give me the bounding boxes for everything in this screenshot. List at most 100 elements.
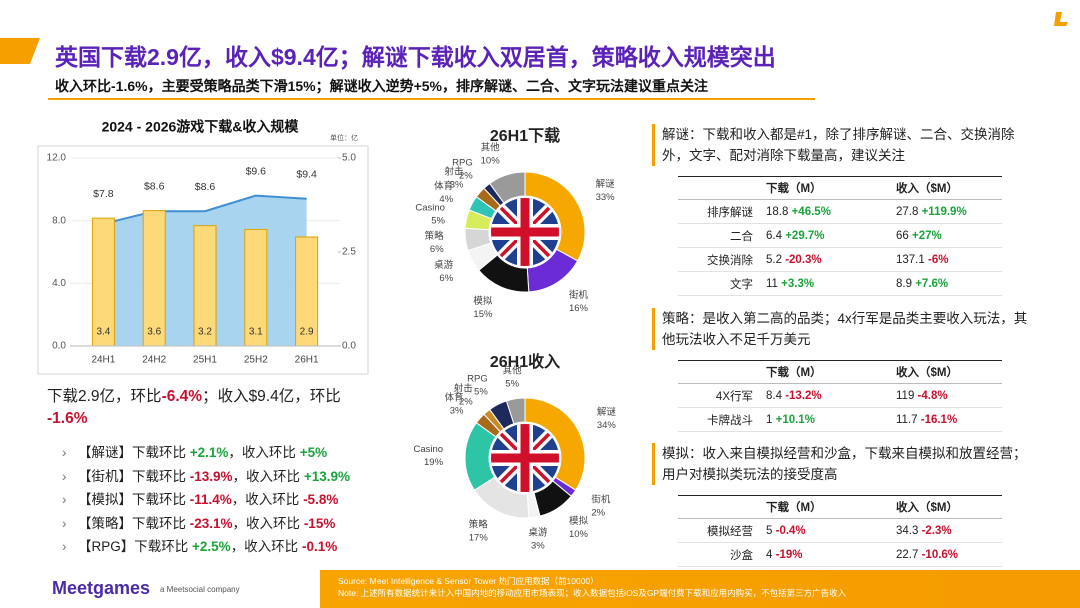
download-change: -13.2%: [785, 389, 822, 402]
header-cell: 收入（$M）: [895, 360, 1002, 384]
slice-value: 10%: [481, 156, 501, 167]
table: 下载（M） 收入（$M） 4X行军 8.4 -13.2% 119 -4.8% 卡牌战斗 1 …: [678, 360, 1002, 432]
slice-value: 2%: [459, 170, 473, 181]
slice-label: 街机: [569, 289, 589, 301]
chart-title: 26H1下载: [490, 127, 560, 145]
x-tick-label: 25H1: [193, 355, 217, 366]
revenue-cell: 119 -4.8%: [895, 383, 1002, 408]
section: 策略：是收入第二高的品类；4x行军是品类主要收入玩法，其他玩法收入不足千万美元下…: [652, 308, 1037, 432]
slice-label: 桌游: [434, 259, 454, 271]
slice-label: 模拟: [473, 295, 493, 307]
slice-value: 4%: [439, 194, 453, 205]
download: 11: [766, 277, 778, 290]
pie-slice: [524, 171, 586, 262]
download-change: +2.5%: [192, 539, 231, 554]
item-list: › 【解谜】下载环比 +2.1%，收入环比 +5% › 【街机】下载环比 -13.9%…: [62, 441, 392, 559]
slice-label: 策略: [469, 519, 489, 531]
slice-label: Casino: [413, 444, 443, 455]
item: › 【RPG】下载环比 +2.5%，收入环比 -0.1%: [62, 535, 392, 559]
label: ，收入环比: [228, 445, 300, 460]
slice-value: 5%: [474, 386, 488, 397]
revenue: 137.1: [896, 253, 925, 266]
row-name: 文字: [678, 271, 765, 296]
row: 卡牌战斗 1 +10.1% 11.7 -16.1%: [678, 407, 1002, 432]
section-text: 策略：是收入第二高的品类；4x行军是品类主要收入玩法，其他玩法收入不足千万美元: [652, 308, 1037, 350]
download: 4: [766, 548, 773, 561]
revenue: 11.7: [896, 413, 918, 426]
value-label: $9.6: [246, 165, 267, 177]
slice-value: 6%: [439, 273, 453, 284]
revenue-cell: 66 +27%: [895, 223, 1002, 248]
summary-part: -6.4%: [161, 388, 203, 405]
slice-label: 模拟: [569, 515, 589, 527]
summary-part: -1.6%: [47, 410, 88, 427]
revenue-change: +13.9%: [303, 468, 350, 484]
section: 模拟：收入来自模拟经营和沙盒，下载来自模拟和放置经营；用户对模拟类玩法的接受度高…: [652, 443, 1037, 567]
revenue: 34.3: [896, 524, 919, 537]
slice-value: 10%: [569, 529, 589, 540]
header-cell: 收入（$M）: [895, 495, 1002, 519]
slice-label: 街机: [591, 494, 611, 506]
row: 文字 11 +3.3% 8.9 +7.6%: [678, 271, 1002, 296]
slice-label: 策略: [425, 230, 445, 242]
download-change: -11.4%: [189, 492, 232, 507]
y-tick-label: 8.0: [52, 215, 66, 226]
download-cell: 8.4 -13.2%: [765, 383, 895, 408]
revenue-change: -0.1%: [301, 539, 338, 554]
logo: Meetgames: [52, 578, 151, 598]
download: 18.8: [766, 205, 789, 218]
slice-value: 16%: [569, 303, 589, 314]
genre: 【RPG】: [78, 539, 135, 554]
slice-label: 射击: [444, 165, 463, 177]
download-cell: 1 +10.1%: [765, 407, 895, 432]
revenue-cell: 137.1 -6%: [895, 247, 1002, 272]
subtitle: 收入环比-1.6%，主要受策略品类下滑15%；解谜收入逆势+5%，排序解谜、二合…: [55, 78, 709, 94]
slice-label: 其他: [481, 142, 501, 154]
item: › 【街机】下载环比 -13.9%，收入环比 +13.9%: [62, 465, 392, 489]
slice-value: 33%: [596, 192, 616, 203]
chart-title: 2024 - 2026游戏下载&收入规模: [102, 119, 300, 135]
label: ，收入环比: [232, 515, 304, 531]
download-change: +46.5%: [791, 205, 831, 218]
x-tick-label: 24H1: [91, 355, 115, 366]
value-label: $8.6: [144, 180, 165, 192]
item: › 【模拟】下载环比 -11.4%，收入环比 -5.8%: [62, 488, 392, 512]
header-row: 下载（M） 收入（$M）: [678, 176, 1002, 200]
genre: 【街机】: [78, 468, 132, 484]
download: 8.4: [766, 389, 782, 402]
slice-label: 射击: [454, 382, 473, 394]
slice-label: 体育: [444, 391, 463, 403]
revenue: 27.8: [896, 205, 919, 218]
slice-label: RPG: [467, 373, 488, 384]
slice-value: 17%: [469, 533, 489, 544]
y-tick-label: 4.0: [52, 278, 66, 289]
slice-label: 体育: [434, 180, 453, 192]
bullet: ›: [62, 515, 67, 531]
download-change: -13.9%: [189, 468, 233, 484]
slice-value: 19%: [424, 457, 444, 468]
download-change: -0.4%: [775, 524, 806, 537]
summary-part: 下载2.9亿，环比: [47, 388, 162, 405]
header-cell: [678, 176, 765, 200]
header-row: 下载（M） 收入（$M）: [678, 495, 1002, 519]
source: Source: Meet Intelligence & Sensor Tower…: [338, 575, 846, 599]
slice-value: 3%: [531, 541, 545, 552]
table: 下载（M） 收入（$M） 排序解谜 18.8 +46.5% 27.8 +119.9% 二合…: [678, 176, 1002, 296]
genre: 【解谜】: [78, 445, 132, 460]
accent: [0, 38, 40, 64]
bullet: ›: [62, 492, 67, 507]
label: ，收入环比: [231, 492, 304, 507]
revenue-change: -4.8%: [917, 389, 948, 402]
logo-subtitle: a Meetsocial company: [160, 585, 240, 594]
slice-value: 5%: [431, 216, 445, 227]
corner-mark: [1054, 12, 1068, 26]
revenue-cell: 11.7 -16.1%: [895, 407, 1002, 432]
summary: 下载2.9亿，环比-6.4%；收入$9.4亿，环比 -1.6%: [47, 386, 377, 430]
bar-label: 2.9: [300, 327, 314, 338]
revenue-change: -2.3%: [921, 524, 952, 537]
y2-tick-label: 5.0: [342, 153, 356, 164]
row: 排序解谜 18.8 +46.5% 27.8 +119.9%: [678, 199, 1002, 224]
header-cell: 收入（$M）: [895, 176, 1002, 200]
pie-slice: [489, 171, 526, 204]
revenue-change: +7.6%: [915, 277, 949, 290]
